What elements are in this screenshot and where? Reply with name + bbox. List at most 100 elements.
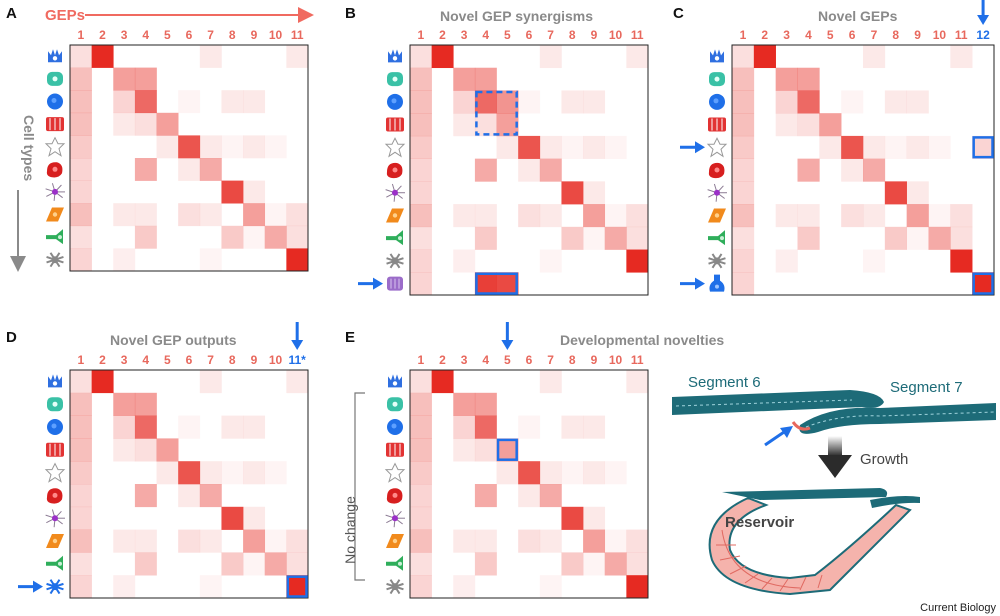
matrix-cell (410, 67, 432, 91)
column-number: 8 (892, 28, 899, 42)
growth-arrow-icon (818, 455, 852, 478)
arrowhead-icon (291, 340, 304, 350)
column-number: 5 (164, 353, 171, 367)
column-number: 1 (740, 28, 747, 42)
matrix-cell (884, 181, 907, 205)
matrix-cell (113, 112, 136, 136)
reservoir-upper-sheet (722, 488, 888, 500)
matrix-cell (841, 90, 864, 114)
column-number: 2 (439, 28, 446, 42)
matrix-cell (775, 204, 798, 228)
matrix-cell (474, 438, 497, 462)
primordium-arrowhead-icon (780, 426, 793, 438)
matrix-cell (410, 529, 432, 553)
column-number: 6 (849, 28, 856, 42)
panel-b: B Novel GEP synergisms 1 2 3 4 5 6 7 8 9 10 11 (345, 5, 649, 296)
matrix-cell (819, 135, 842, 159)
matrix-cell (70, 575, 92, 599)
matrix-cell (583, 226, 606, 250)
highlight-box (496, 438, 518, 461)
column-number: 10 (269, 353, 283, 367)
matrix-cell (950, 204, 973, 228)
matrix-cell (539, 249, 562, 273)
reservoir-right-sheet (870, 496, 920, 508)
matrix-cell (178, 529, 201, 553)
matrix-cell (113, 438, 136, 462)
columnar-cells-icon (708, 117, 726, 132)
round-cell-icon (709, 72, 725, 87)
matrix-cell (561, 552, 584, 576)
matrix-cell (178, 158, 201, 181)
matrix-cell (113, 575, 136, 599)
matrix-cell (841, 158, 864, 182)
column-number: 2 (99, 353, 106, 367)
matrix-cell (732, 135, 755, 159)
matrix-cell (91, 370, 114, 394)
matrix-cell (884, 90, 907, 114)
matrix-cell (453, 575, 476, 599)
matrix-cell (410, 158, 432, 182)
matrix-cell (199, 248, 222, 272)
no-change-bracket (354, 392, 365, 581)
column-number: 3 (121, 353, 128, 367)
neuron-icon (45, 183, 65, 201)
matrix-cell (243, 180, 266, 204)
matrix-cell (70, 370, 92, 394)
arrowhead-icon (373, 277, 383, 290)
matrix-cell (243, 135, 266, 159)
matrix-cell (906, 181, 929, 205)
matrix-cell (474, 158, 497, 182)
matrix-cell (928, 204, 951, 228)
matrix-cell (453, 415, 476, 439)
panel-title: Developmental novelties (560, 332, 724, 348)
matrix-cell (732, 45, 755, 69)
matrix-cell (539, 45, 562, 69)
column-number: 4 (482, 28, 489, 42)
column-number: 9 (591, 28, 598, 42)
matrix-cell (243, 506, 266, 530)
expression-matrix: 1 2 3 4 5 6 7 8 9 10 11 12 (680, 0, 995, 296)
matrix-cell (518, 484, 541, 508)
geps-header: GEPs (45, 7, 85, 24)
column-number: 11 (631, 353, 644, 367)
matrix-cell (496, 272, 519, 296)
matrix-cell (453, 529, 476, 553)
reservoir-sac (708, 496, 912, 596)
matrix-cell (732, 249, 755, 273)
matrix-cell (797, 67, 820, 91)
matrix-cell (70, 203, 92, 227)
star-cell-icon (384, 462, 406, 483)
matrix-cell (243, 203, 266, 227)
matrix-cell (518, 529, 541, 553)
matrix-cell (134, 552, 157, 576)
orange-cell-icon (46, 207, 64, 222)
matrix-cell (243, 415, 266, 439)
blue-cell-icon (47, 419, 63, 435)
matrix-cell (583, 90, 606, 114)
column-number: 8 (569, 353, 576, 367)
column-number: 1 (417, 28, 424, 42)
orange-cell-icon (708, 208, 726, 223)
matrix-cell (286, 529, 309, 553)
matrix-cell (134, 225, 157, 249)
columnar-cells-icon (46, 442, 64, 457)
matrix-cell (561, 461, 584, 485)
matrix-cell (243, 529, 266, 553)
matrix-cell (70, 67, 92, 91)
branching-cell-icon (46, 252, 64, 268)
matrix-cell (264, 461, 287, 485)
matrix-cell (410, 392, 432, 416)
column-number: 7 (547, 353, 554, 367)
orange-cell-icon (386, 208, 404, 223)
column-number: 8 (569, 28, 576, 42)
matrix-cell (626, 370, 649, 394)
column-number: 11* (289, 353, 307, 367)
matrix-cell (221, 135, 244, 159)
round-cell-icon (387, 72, 403, 87)
matrix-cell (410, 461, 432, 485)
matrix-cell (950, 45, 973, 69)
highlight-box (972, 136, 994, 159)
growth-label: Growth (860, 451, 908, 468)
matrix-cell (453, 438, 476, 462)
